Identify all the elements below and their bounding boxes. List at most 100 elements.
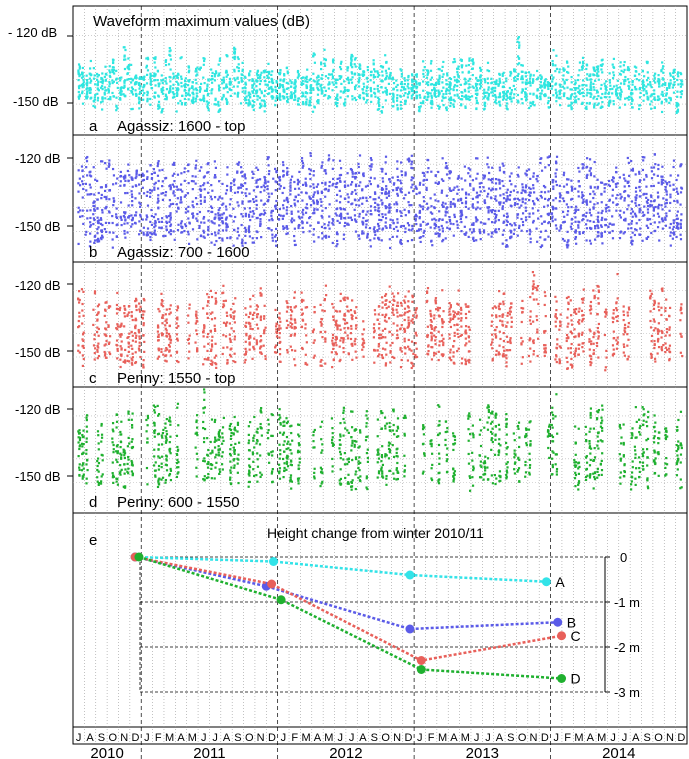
scatter-point: [600, 235, 603, 238]
scatter-point: [422, 89, 425, 92]
scatter-point: [245, 101, 248, 105]
scatter-point: [222, 81, 225, 84]
scatter-point: [389, 180, 392, 183]
scatter-point: [293, 227, 296, 230]
scatter-point: [578, 69, 581, 72]
scatter-point: [274, 235, 277, 238]
scatter-point: [676, 90, 679, 93]
scatter-point: [543, 220, 546, 223]
scatter-point: [676, 192, 680, 195]
scatter-point: [468, 228, 472, 231]
scatter-point: [153, 171, 156, 174]
scatter-point: [240, 183, 243, 187]
scatter-point: [340, 75, 343, 78]
scatter-point: [540, 89, 544, 92]
scatter-point: [82, 339, 85, 343]
scatter-point: [131, 352, 134, 355]
scatter-point: [118, 308, 121, 312]
scatter-point: [369, 86, 372, 90]
scatter-point: [96, 344, 99, 348]
scatter-point: [127, 57, 130, 60]
scatter-point: [376, 222, 380, 226]
scatter-point: [535, 197, 538, 200]
scatter-point: [567, 97, 570, 100]
scatter-point: [225, 189, 229, 192]
scatter-point: [512, 96, 515, 99]
scatter-point: [502, 221, 505, 224]
scatter-point: [218, 196, 221, 199]
scatter-point: [346, 222, 349, 225]
scatter-point: [479, 85, 483, 88]
scatter-point: [217, 73, 221, 77]
scatter-point: [472, 63, 475, 66]
scatter-point: [438, 74, 441, 77]
scatter-point: [142, 334, 145, 337]
scatter-point: [422, 75, 425, 78]
scatter-point: [497, 83, 500, 86]
scatter-point: [615, 88, 618, 91]
scatter-point: [453, 100, 456, 103]
scatter-point: [101, 79, 104, 82]
scatter-point: [672, 222, 675, 225]
scatter-point: [499, 201, 502, 204]
scatter-point: [388, 207, 391, 210]
scatter-point: [230, 89, 233, 92]
scatter-point: [446, 167, 449, 170]
scatter-point: [285, 198, 288, 201]
scatter-point: [540, 75, 543, 78]
scatter-point: [134, 332, 137, 335]
scatter-point: [431, 244, 434, 247]
scatter-point: [392, 105, 395, 108]
scatter-point: [618, 214, 621, 217]
scatter-point: [134, 77, 137, 80]
scatter-point: [161, 81, 164, 85]
scatter-point: [111, 238, 114, 241]
scatter-point: [581, 219, 584, 222]
scatter-point: [498, 100, 501, 104]
scatter-point: [643, 75, 646, 78]
scatter-point: [456, 84, 459, 88]
scatter-point: [393, 203, 396, 206]
scatter-point: [463, 165, 466, 168]
scatter-point: [350, 57, 353, 60]
scatter-point: [336, 93, 339, 96]
scatter-point: [474, 216, 478, 219]
scatter-point: [497, 228, 501, 231]
scatter-point: [237, 67, 240, 70]
scatter-point: [93, 351, 96, 355]
scatter-point: [501, 73, 504, 76]
scatter-point: [577, 97, 580, 101]
scatter-point: [237, 81, 240, 84]
scatter-point: [509, 231, 513, 234]
scatter-point: [82, 187, 85, 191]
scatter-point: [438, 228, 441, 231]
scatter-point: [449, 222, 452, 225]
scatter-point: [262, 213, 266, 216]
scatter-point: [426, 208, 429, 211]
scatter-point: [414, 85, 417, 88]
scatter-point: [422, 100, 425, 103]
scatter-point: [365, 101, 368, 104]
scatter-point: [594, 225, 597, 228]
scatter-point: [562, 94, 566, 98]
scatter-point: [608, 79, 611, 82]
scatter-point: [115, 339, 119, 342]
scatter-point: [487, 209, 490, 212]
scatter-point: [100, 80, 103, 84]
scatter-point: [574, 187, 577, 190]
scatter-point: [478, 194, 481, 197]
scatter-point: [505, 80, 508, 83]
scatter-point: [491, 91, 494, 94]
scatter-point: [207, 92, 210, 96]
scatter-point: [605, 96, 608, 99]
scatter-point: [358, 76, 361, 80]
scatter-point: [213, 217, 216, 221]
scatter-point: [508, 179, 512, 182]
scatter-point: [486, 195, 489, 198]
scatter-point: [362, 92, 365, 95]
scatter-point: [316, 190, 319, 193]
scatter-point: [558, 83, 561, 86]
scatter-point: [165, 96, 168, 99]
scatter-point: [448, 89, 451, 92]
scatter-point: [78, 95, 81, 98]
